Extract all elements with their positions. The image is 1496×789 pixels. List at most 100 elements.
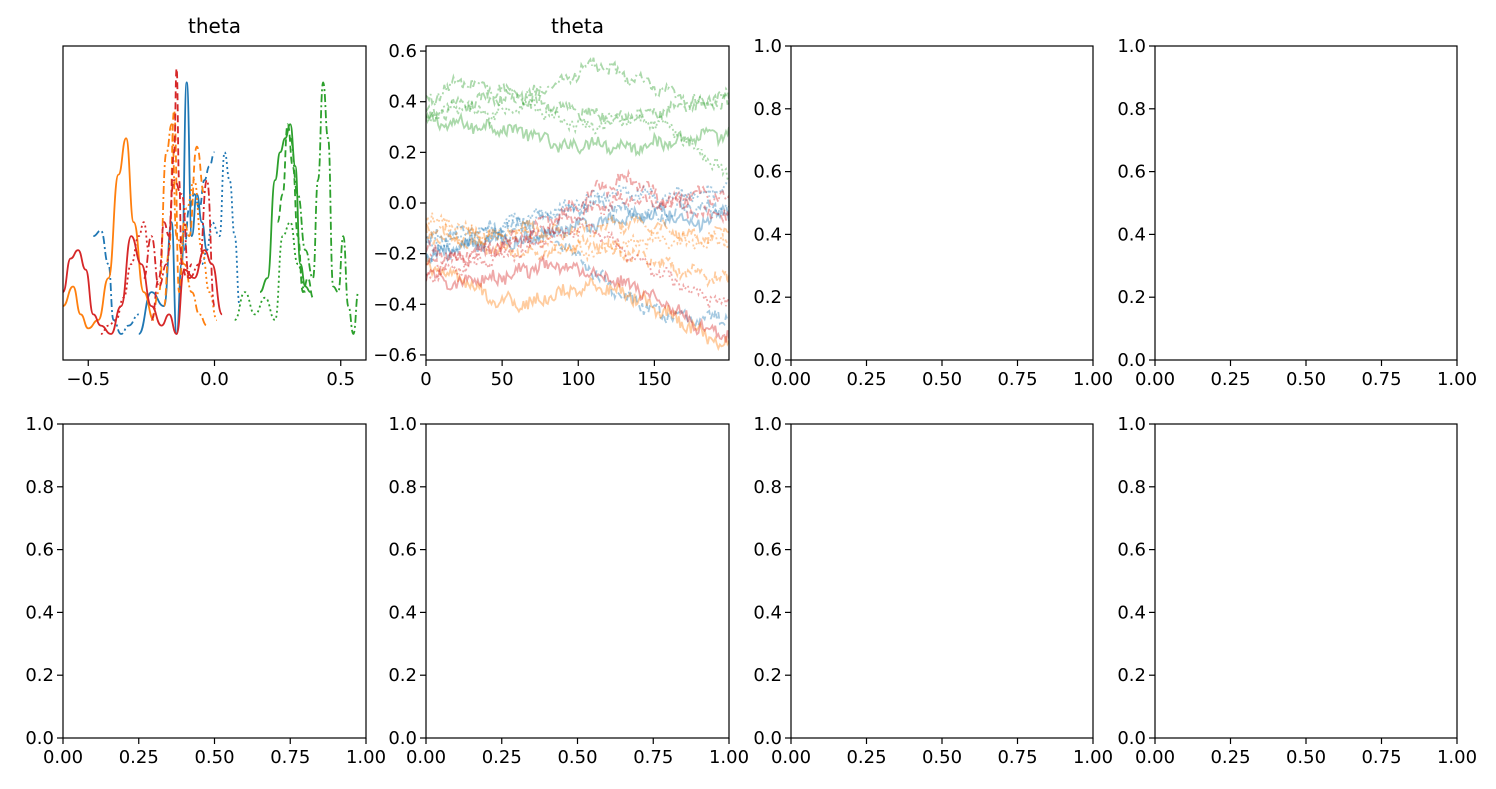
x-tick-label: 0.50 bbox=[922, 747, 962, 768]
x-tick-label: 0.50 bbox=[194, 747, 234, 768]
series-green-chain-3 bbox=[234, 221, 307, 321]
series-orange-chain-1 bbox=[426, 225, 729, 288]
y-tick-label: 0.8 bbox=[753, 477, 782, 498]
x-tick-label: 1.00 bbox=[346, 747, 386, 768]
x-tick-label: 0.00 bbox=[771, 369, 811, 390]
series-orange-chain-2 bbox=[150, 123, 208, 327]
x-tick-label: 0.75 bbox=[270, 747, 310, 768]
x-tick-label: 0.00 bbox=[406, 747, 446, 768]
series-green-chain-2 bbox=[426, 57, 729, 110]
y-tick-label: 1.0 bbox=[25, 414, 54, 435]
y-tick-label: 0.4 bbox=[1117, 602, 1146, 623]
series-green-chain-1 bbox=[276, 123, 314, 299]
x-tick-label: 0.75 bbox=[1361, 369, 1401, 390]
y-tick-label: 0.0 bbox=[1117, 728, 1146, 749]
series-red-chain-2 bbox=[142, 179, 216, 307]
x-tick-label: 0.25 bbox=[482, 747, 522, 768]
y-tick-label: 0.4 bbox=[1117, 224, 1146, 245]
y-tick-label: 0.6 bbox=[753, 540, 782, 561]
axes-empty-5: 0.00 0.25 0.50 0.75 1.00 0.0 0.2 0.4 0.6 0.8 1.0 bbox=[753, 414, 1113, 768]
series-blue-chain-2 bbox=[426, 193, 729, 248]
y-tick-label: 0.0 bbox=[753, 350, 782, 371]
x-tick-label: 0.50 bbox=[1286, 747, 1326, 768]
y-tick-label: 1.0 bbox=[1117, 36, 1146, 57]
y-tick-label: 0.2 bbox=[1117, 287, 1146, 308]
x-tick-label: 0 bbox=[420, 369, 431, 390]
series-red-chain-0 bbox=[63, 235, 223, 335]
y-tick-label: 0.8 bbox=[388, 477, 417, 498]
x-tick-label: 1.00 bbox=[1437, 747, 1477, 768]
y-tick-label: 0.8 bbox=[1117, 477, 1146, 498]
axes-frame bbox=[1154, 423, 1458, 739]
y-tick-label: 0.8 bbox=[25, 477, 54, 498]
series-green-chain-0 bbox=[426, 111, 729, 157]
x-tick-label: 0.75 bbox=[1361, 747, 1401, 768]
y-tick-label: 0.2 bbox=[753, 287, 782, 308]
x-tick-label: 0.00 bbox=[771, 747, 811, 768]
y-tick-label: 1.0 bbox=[1117, 414, 1146, 435]
axes-frame bbox=[62, 45, 367, 361]
x-tick-label: 0.00 bbox=[1135, 369, 1175, 390]
y-tick-label: 0.8 bbox=[1117, 99, 1146, 120]
y-tick-label: 0.8 bbox=[753, 99, 782, 120]
series-blue-chain-0 bbox=[137, 81, 208, 335]
y-tick-label: 1.0 bbox=[753, 414, 782, 435]
x-tick-label: 0.25 bbox=[119, 747, 159, 768]
axes-empty-3: 0.00 0.25 0.50 0.75 1.00 0.0 0.2 0.4 0.6 0.8 1.0 bbox=[25, 414, 386, 768]
axes-empty-4: 0.00 0.25 0.50 0.75 1.00 0.0 0.2 0.4 0.6 0.8 1.0 bbox=[388, 414, 749, 768]
series-orange-chain-0 bbox=[63, 137, 155, 330]
y-tick-label: 0.4 bbox=[753, 602, 782, 623]
y-tick-label: 0.0 bbox=[388, 728, 417, 749]
series-orange-chain-2 bbox=[426, 213, 729, 247]
series-red-chain-3 bbox=[426, 219, 729, 309]
y-tick-label: 0.0 bbox=[1117, 350, 1146, 371]
x-tick-label: −0.5 bbox=[66, 369, 110, 390]
series-orange-chain-3 bbox=[178, 179, 218, 321]
axes-frame bbox=[62, 423, 367, 739]
x-tick-label: 0.25 bbox=[846, 369, 886, 390]
plot-area bbox=[63, 67, 360, 335]
x-tick-label: 0.50 bbox=[557, 747, 597, 768]
series-red-chain-1 bbox=[150, 67, 193, 321]
y-tick-label: −0.4 bbox=[373, 294, 417, 315]
x-tick-label: 0.50 bbox=[1286, 369, 1326, 390]
series-orange-chain-3 bbox=[426, 212, 729, 263]
y-tick-label: 0.6 bbox=[388, 41, 417, 62]
axes-trace-series: 0 50 100 150 −0.6 −0.4 −0.2 0.0 0.2 0.4 0.6 theta bbox=[373, 14, 730, 390]
axes-empty-2: 0.00 0.25 0.50 0.75 1.00 0.0 0.2 0.4 0.6 0.8 1.0 bbox=[1117, 36, 1477, 390]
x-tick-label: 150 bbox=[637, 369, 671, 390]
x-tick-label: 0.75 bbox=[997, 747, 1037, 768]
y-tick-label: 0.0 bbox=[753, 728, 782, 749]
x-tick-label: 0.25 bbox=[846, 747, 886, 768]
axes-trace-density: −0.5 0.0 0.5 theta bbox=[62, 14, 367, 390]
y-tick-label: −0.2 bbox=[373, 244, 417, 265]
y-tick-label: 0.6 bbox=[1117, 162, 1146, 183]
axes-title: theta bbox=[551, 14, 604, 38]
y-tick-label: 0.2 bbox=[25, 665, 54, 686]
y-tick-label: −0.6 bbox=[373, 345, 417, 366]
axes-frame bbox=[425, 423, 730, 739]
x-tick-label: 1.00 bbox=[1437, 369, 1477, 390]
series-blue-chain-3 bbox=[426, 182, 729, 255]
x-tick-label: 0.0 bbox=[200, 369, 229, 390]
y-tick-label: 0.0 bbox=[388, 193, 417, 214]
x-tick-label: 0.50 bbox=[922, 369, 962, 390]
x-tick-label: 0.00 bbox=[1135, 747, 1175, 768]
x-tick-label: 0.25 bbox=[1210, 369, 1250, 390]
x-tick-label: 0.00 bbox=[43, 747, 83, 768]
series-red-chain-1 bbox=[426, 168, 729, 266]
series-green-chain-2 bbox=[289, 81, 360, 335]
x-tick-label: 0.75 bbox=[997, 369, 1037, 390]
y-tick-label: 0.6 bbox=[1117, 540, 1146, 561]
y-tick-label: 0.2 bbox=[1117, 665, 1146, 686]
y-tick-label: 0.4 bbox=[753, 224, 782, 245]
y-tick-label: 0.0 bbox=[25, 728, 54, 749]
axes-frame bbox=[790, 423, 1094, 739]
x-tick-label: 1.00 bbox=[1073, 369, 1113, 390]
x-tick-label: 0.75 bbox=[633, 747, 673, 768]
x-tick-label: 50 bbox=[491, 369, 514, 390]
x-tick-label: 0.25 bbox=[1210, 747, 1250, 768]
series-blue-chain-0 bbox=[426, 203, 729, 264]
axes-frame bbox=[790, 45, 1094, 361]
